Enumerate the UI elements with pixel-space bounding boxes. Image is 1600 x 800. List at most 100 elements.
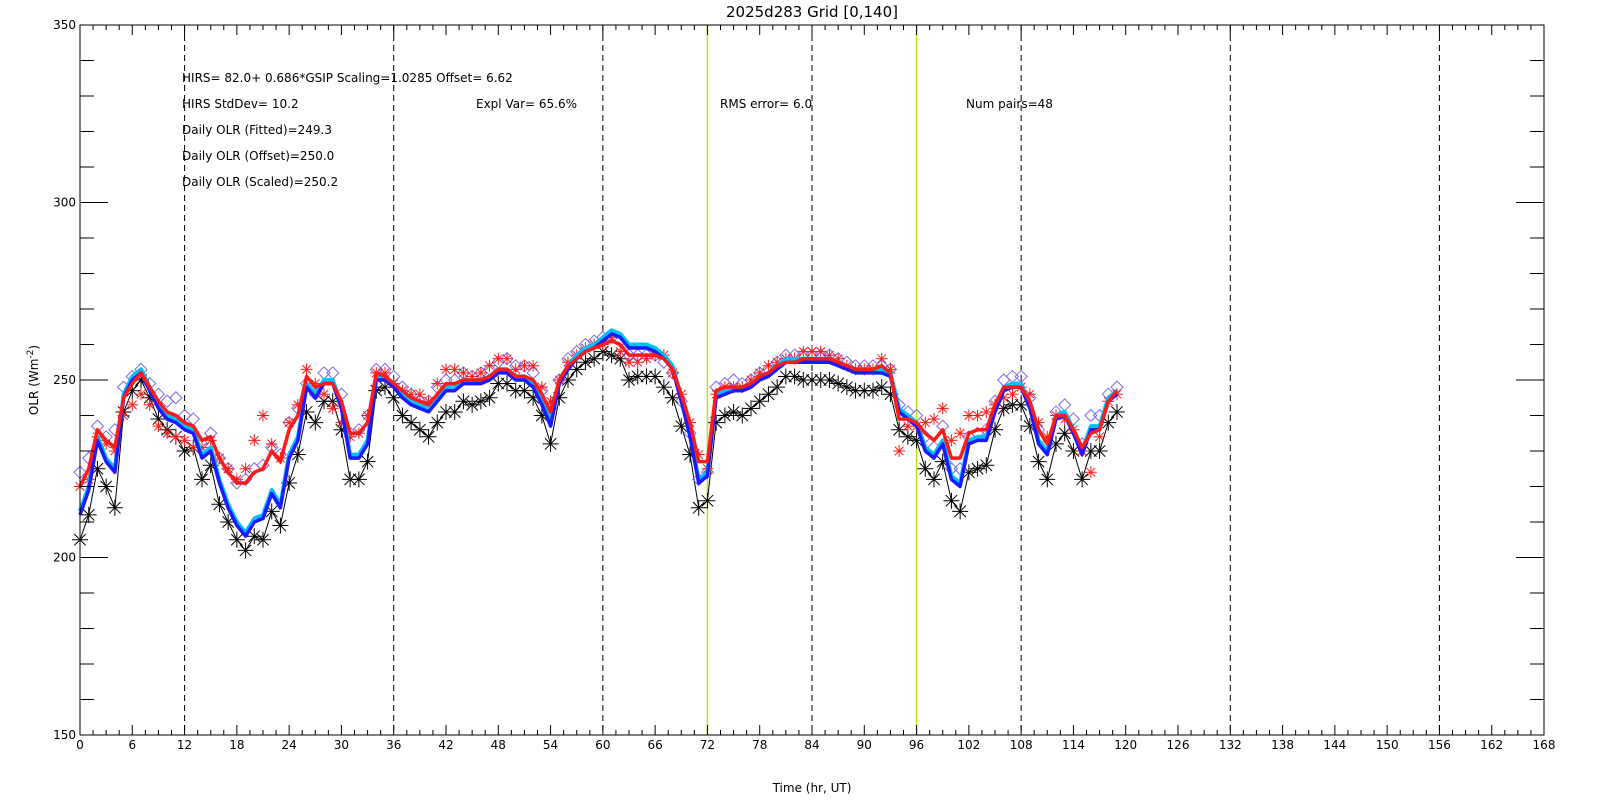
purple-diamond-point: [326, 366, 340, 380]
x-tick-label: 150: [1376, 738, 1399, 752]
red-asterisk-point: [945, 434, 958, 447]
asterisk-stroke: [448, 405, 461, 418]
red-asterisk-point: [962, 409, 975, 422]
asterisk-stroke: [771, 381, 784, 394]
asterisk-stroke: [762, 388, 775, 401]
x-tick-label: 96: [909, 738, 924, 752]
annotation-text: Expl Var= 65.6%: [476, 97, 577, 111]
asterisk-stroke: [457, 395, 470, 408]
asterisk-stroke: [823, 373, 836, 387]
asterisk-stroke: [1102, 416, 1115, 429]
black-asterisk-point: [429, 414, 446, 431]
black-asterisk-point: [743, 400, 759, 417]
asterisk-stroke: [301, 364, 312, 374]
asterisk-stroke: [875, 381, 888, 394]
asterisk-stroke: [981, 407, 991, 417]
black-asterisk-point: [542, 435, 559, 452]
red-asterisk-point: [300, 363, 313, 376]
x-tick-label: 30: [334, 738, 349, 752]
red-asterisk-point: [152, 420, 165, 433]
asterisk-stroke: [431, 416, 444, 429]
asterisk-stroke: [310, 378, 320, 389]
x-tick-label: 156: [1428, 738, 1451, 752]
black-asterisk-point: [194, 471, 210, 488]
asterisk-stroke: [753, 395, 766, 408]
red-asterisk-point: [457, 366, 470, 379]
asterisk-stroke: [772, 357, 782, 367]
asterisk-stroke: [649, 370, 662, 383]
red-asterisk-point: [248, 434, 261, 447]
red-asterisk-point: [631, 356, 644, 369]
black-asterisk-point: [98, 478, 115, 495]
asterisk-stroke: [230, 533, 243, 546]
black-asterisk-point: [1030, 453, 1047, 470]
purple-diamond-point: [1058, 398, 1072, 412]
black-asterisk-point: [586, 350, 603, 367]
asterisk-stroke: [458, 368, 469, 378]
asterisk-stroke: [858, 384, 871, 397]
asterisk-stroke: [927, 473, 941, 486]
black-asterisk-point: [106, 499, 123, 516]
purple-diamond-point: [1084, 408, 1098, 423]
asterisk-stroke: [213, 498, 226, 511]
asterisk-stroke: [1007, 389, 1018, 399]
y-tick-label: 300: [53, 196, 76, 210]
asterisk-stroke: [344, 473, 357, 486]
black-asterisk-point: [446, 403, 463, 420]
y-tick-label: 150: [53, 728, 76, 742]
black-asterisk-point: [760, 386, 777, 403]
red-asterisk-point: [806, 345, 818, 358]
x-tick-label: 84: [804, 738, 819, 752]
asterisk-stroke: [361, 455, 374, 468]
x-tick-label: 138: [1271, 738, 1294, 752]
red-asterisk-point: [980, 405, 993, 418]
red-series-line: [78, 339, 1119, 488]
asterisk-stroke: [145, 400, 155, 410]
asterisk-stroke: [624, 357, 634, 367]
black-asterisk-point: [769, 379, 786, 396]
asterisk-stroke: [1015, 398, 1028, 411]
annotation-text: Daily OLR (Offset)=250.0: [182, 149, 334, 163]
black-asterisk-point: [847, 382, 864, 399]
asterisk-stroke: [692, 501, 705, 514]
x-tick-label: 90: [857, 738, 872, 752]
x-tick-label: 0: [76, 738, 84, 752]
black-asterisk-point: [211, 496, 228, 513]
asterisk-stroke: [1084, 444, 1097, 458]
purple-diamond-point: [317, 366, 331, 380]
asterisk-stroke: [248, 530, 261, 543]
asterisk-stroke: [980, 459, 993, 472]
black-asterisk-point: [795, 372, 812, 388]
asterisk-stroke: [972, 410, 983, 421]
asterisk-stroke: [492, 377, 505, 390]
series-layer: [72, 328, 1125, 559]
x-tick-label: 126: [1167, 738, 1190, 752]
red-asterisk-point: [483, 359, 496, 372]
black-asterisk-point: [873, 379, 890, 396]
red-asterisk-point: [126, 398, 139, 411]
black-asterisk-point: [943, 492, 960, 509]
x-tick-label: 12: [177, 738, 192, 752]
x-tick-label: 132: [1219, 738, 1242, 752]
chart-title: 2025d283 Grid [0,140]: [726, 3, 898, 21]
x-tick-label: 168: [1533, 738, 1556, 752]
asterisk-stroke: [954, 505, 967, 518]
asterisk-stroke: [1032, 455, 1045, 468]
asterisk-stroke: [744, 402, 758, 415]
asterisk-stroke: [509, 384, 522, 397]
asterisk-stroke: [805, 373, 819, 387]
black-asterisk-point: [978, 457, 995, 474]
red-asterisk-point: [814, 345, 827, 358]
asterisk-stroke: [127, 400, 137, 410]
asterisk-stroke: [788, 370, 801, 383]
x-tick-label: 108: [1010, 738, 1033, 752]
asterisk-stroke: [274, 519, 287, 532]
asterisk-stroke: [396, 409, 409, 422]
red-asterisk-point: [1093, 430, 1106, 443]
y-axis-label: OLR (Wm-2): [26, 345, 41, 415]
red-asterisk-point: [919, 416, 932, 429]
asterisk-stroke: [588, 352, 601, 365]
red-asterisk-point: [875, 352, 888, 365]
x-tick-label: 54: [543, 738, 558, 752]
asterisk-stroke: [82, 508, 95, 521]
